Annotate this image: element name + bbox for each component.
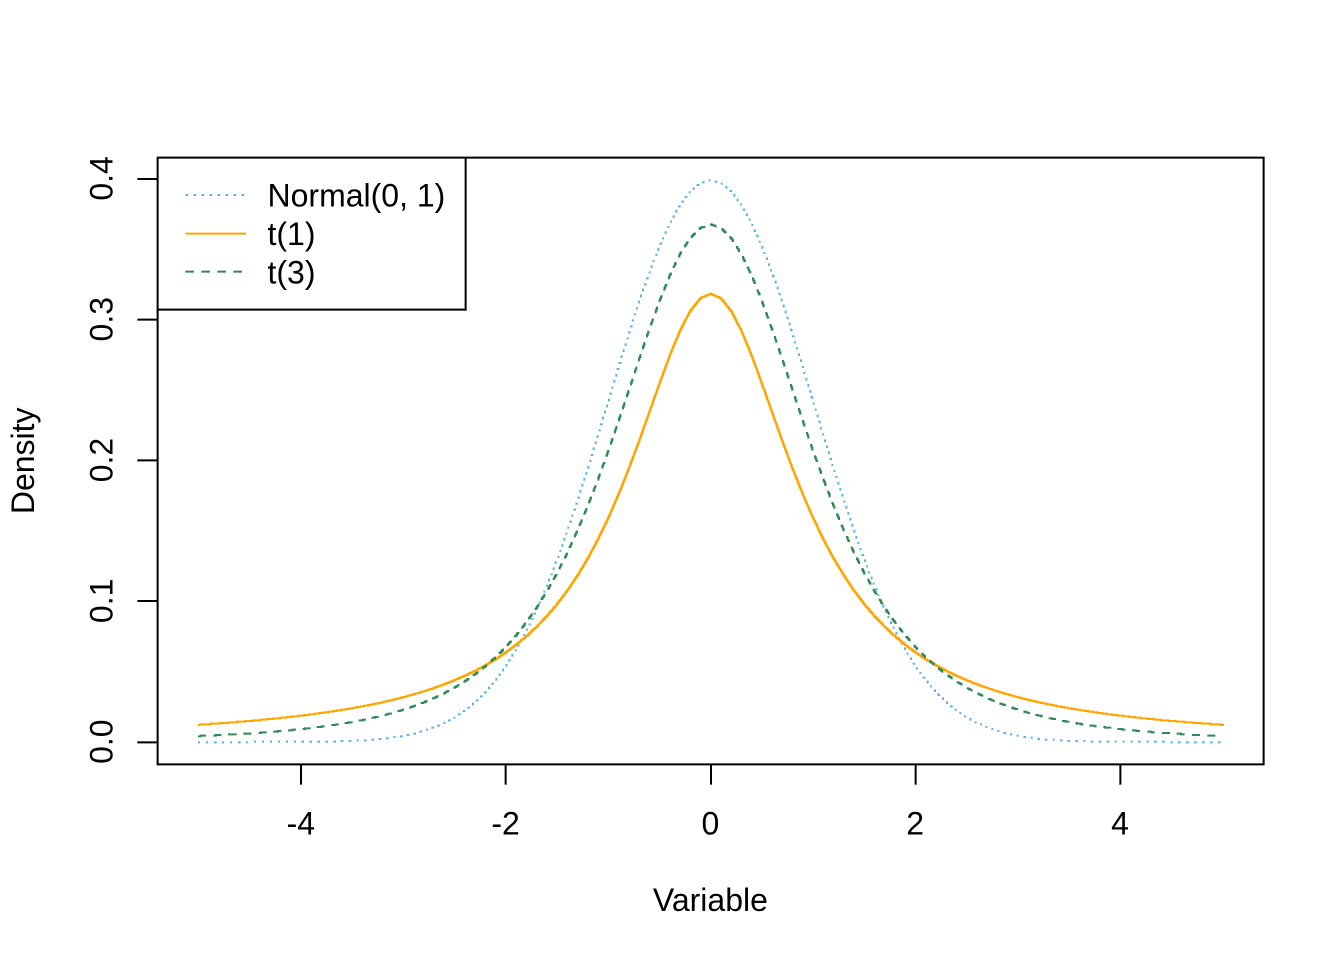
svg-text:-2: -2 xyxy=(491,806,519,842)
svg-text:Variable: Variable xyxy=(653,882,768,918)
svg-text:4: 4 xyxy=(1111,806,1129,842)
svg-text:0: 0 xyxy=(702,806,720,842)
svg-text:-4: -4 xyxy=(287,806,315,842)
svg-text:Normal(0, 1): Normal(0, 1) xyxy=(268,178,446,214)
svg-text:0.1: 0.1 xyxy=(84,579,120,623)
svg-text:Density: Density xyxy=(5,407,41,514)
svg-text:0.2: 0.2 xyxy=(84,438,120,482)
svg-text:0.0: 0.0 xyxy=(84,719,120,763)
svg-text:t(3): t(3) xyxy=(268,255,316,291)
svg-text:0.4: 0.4 xyxy=(84,156,120,200)
svg-text:0.3: 0.3 xyxy=(84,297,120,341)
svg-text:t(1): t(1) xyxy=(268,216,316,252)
svg-text:2: 2 xyxy=(906,806,924,842)
